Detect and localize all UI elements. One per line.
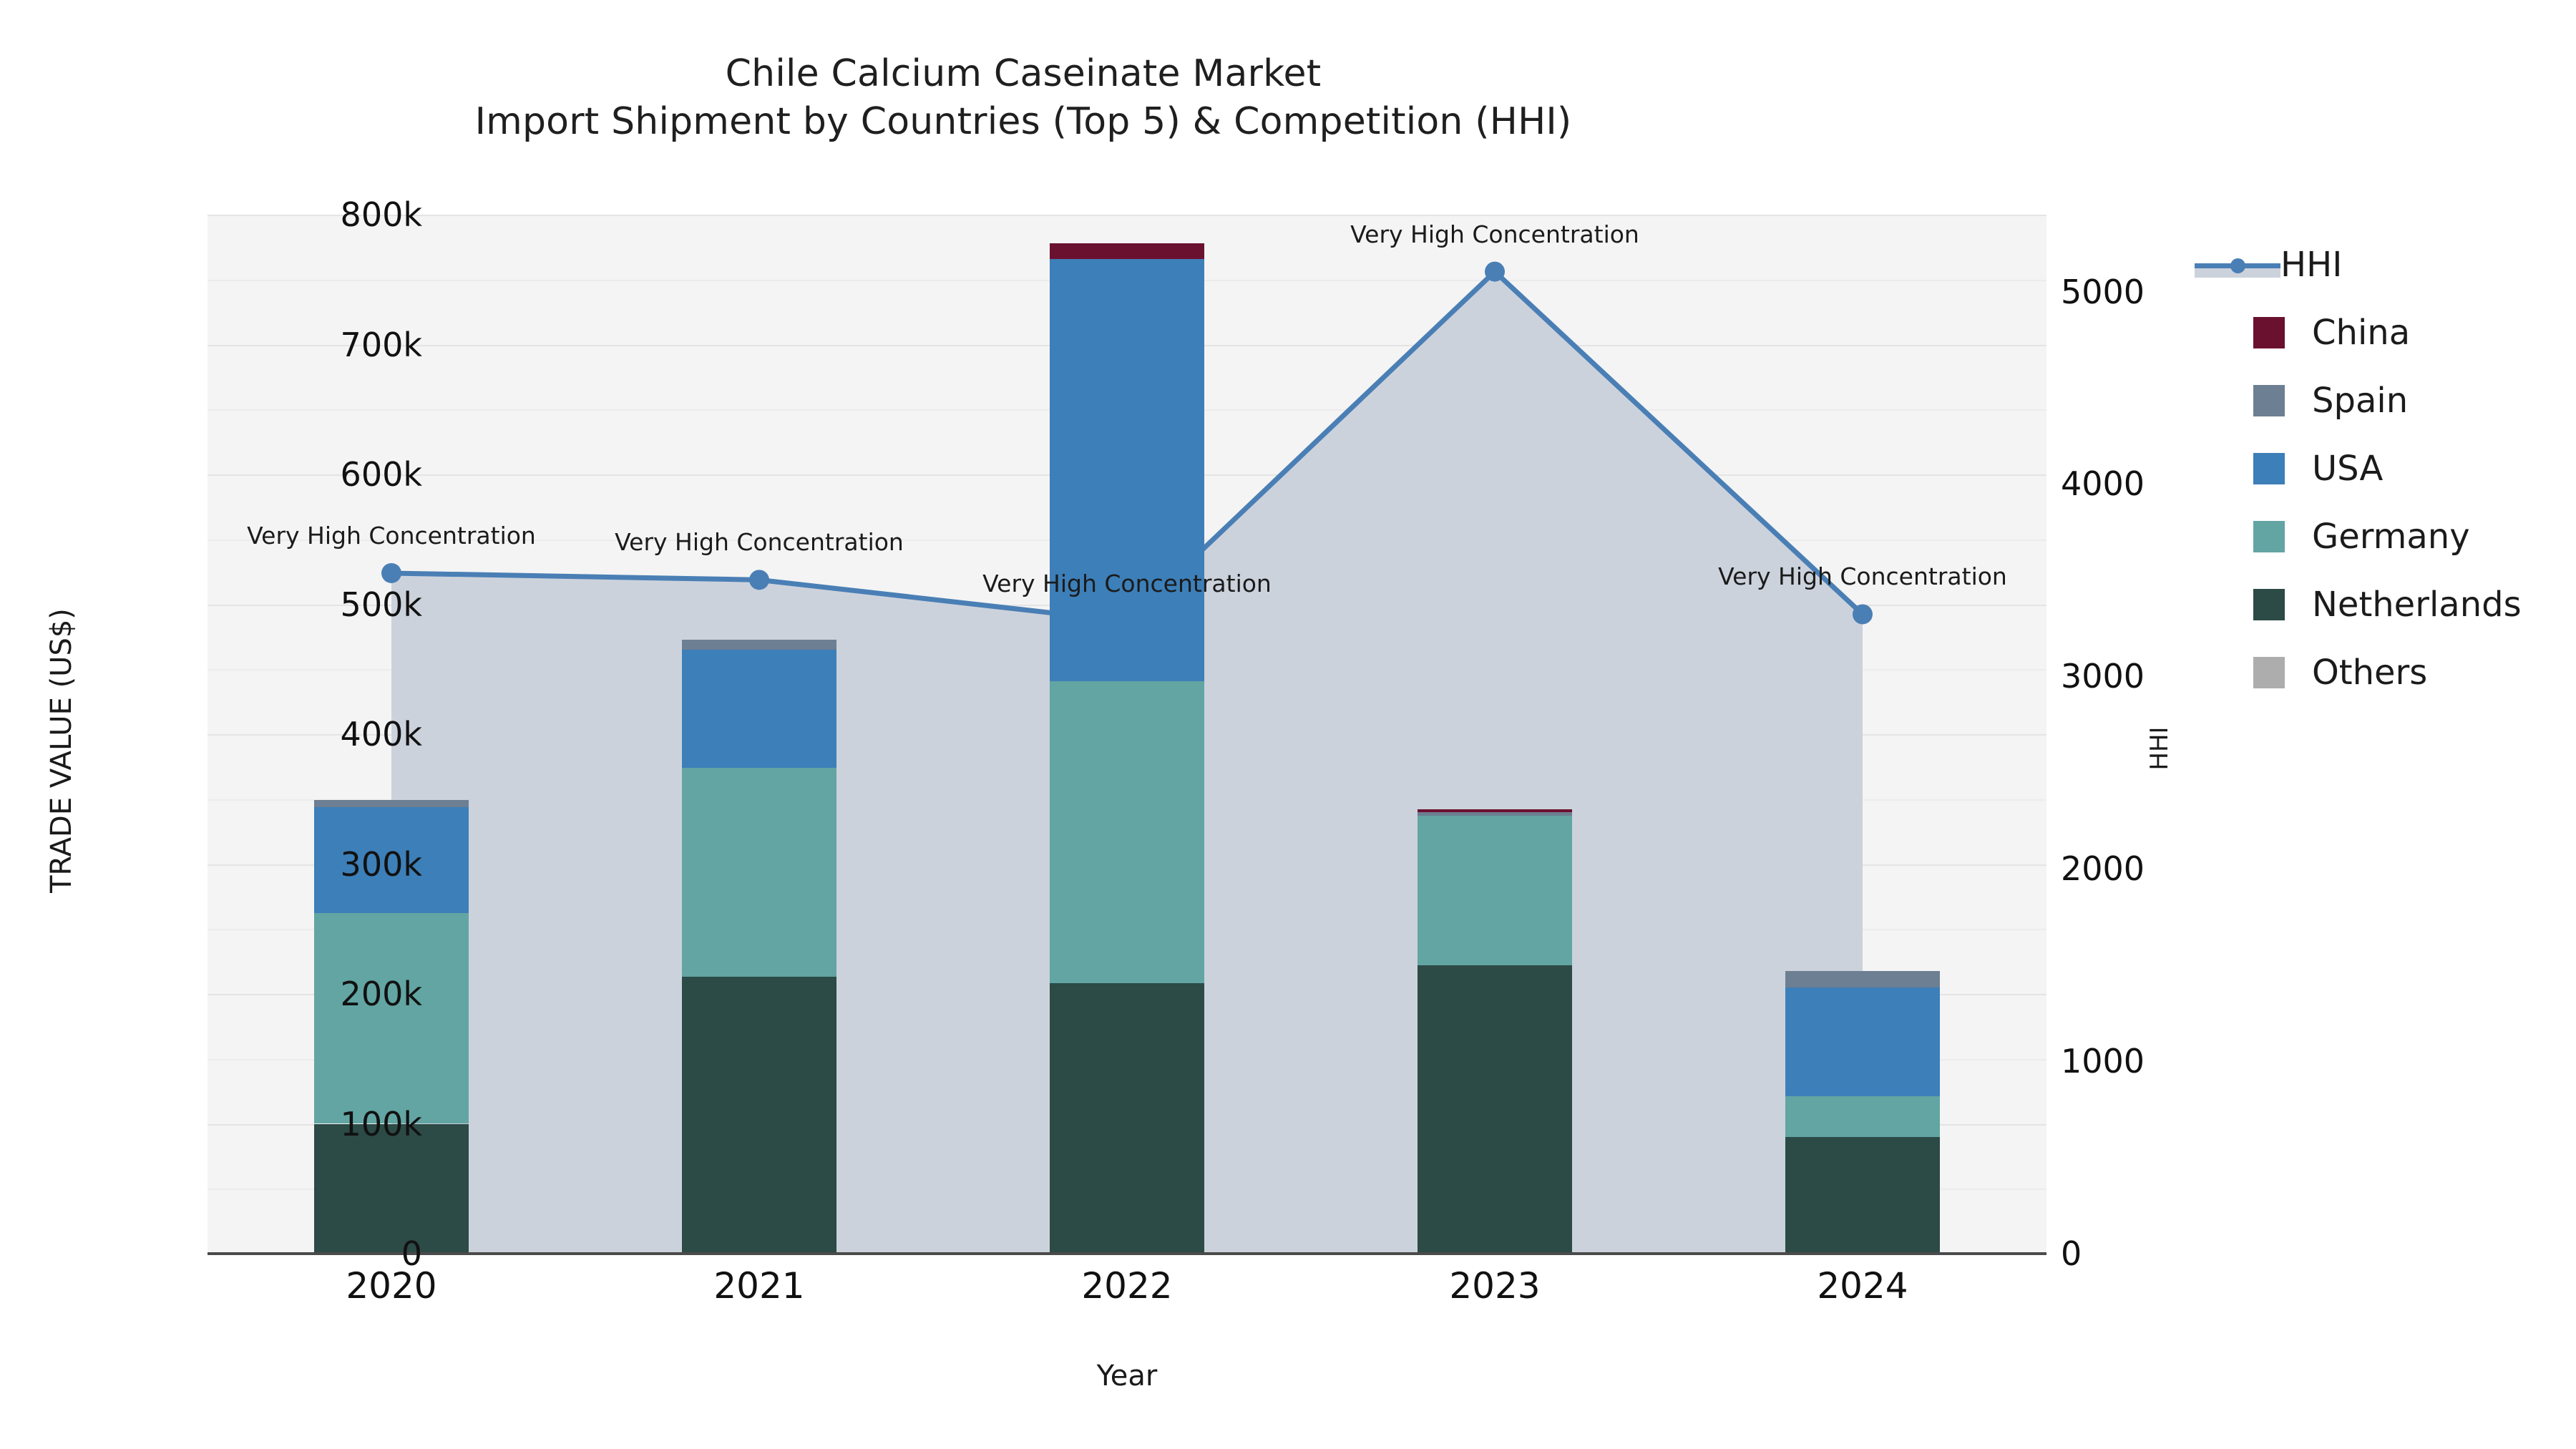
y-axis-right-tick-label: 5000 bbox=[2061, 272, 2145, 311]
hhi-marker bbox=[749, 570, 769, 590]
bar-segment-spain[interactable] bbox=[314, 799, 469, 807]
bar-group[interactable] bbox=[314, 215, 469, 1254]
bar-segment-spain[interactable] bbox=[1785, 971, 1940, 987]
bar-segment-germany[interactable] bbox=[682, 768, 836, 977]
x-axis-tick-label: 2021 bbox=[713, 1265, 805, 1307]
bar-segment-netherlands[interactable] bbox=[682, 977, 836, 1254]
y-axis-right-label: HHI bbox=[2145, 726, 2174, 771]
legend-item-hhi[interactable]: HHI bbox=[2195, 230, 2565, 298]
y-axis-left-tick-label: 800k bbox=[340, 195, 422, 234]
concentration-annotation: Very High Concentration bbox=[982, 570, 1272, 598]
bar-group[interactable] bbox=[1050, 215, 1204, 1254]
legend-item-label: HHI bbox=[2280, 244, 2343, 285]
legend-item-label: Spain bbox=[2312, 380, 2409, 421]
y-axis-right-tick-label: 3000 bbox=[2061, 657, 2145, 696]
bar-segment-netherlands[interactable] bbox=[1785, 1136, 1940, 1254]
legend-item-germany[interactable]: Germany bbox=[2222, 502, 2565, 570]
y-axis-right-tick-label: 4000 bbox=[2061, 464, 2145, 504]
legend-item-label: Netherlands bbox=[2312, 584, 2522, 625]
legend-item-label: China bbox=[2312, 312, 2411, 353]
bar-segment-spain[interactable] bbox=[1418, 811, 1572, 816]
legend-item-label: USA bbox=[2312, 448, 2384, 489]
legend-item-usa[interactable]: USA bbox=[2222, 434, 2565, 502]
legend-line-swatch bbox=[2195, 249, 2280, 280]
legend-item-label: Germany bbox=[2312, 516, 2470, 557]
concentration-annotation: Very High Concentration bbox=[1718, 562, 2007, 591]
legend-item-others[interactable]: Others bbox=[2222, 638, 2565, 706]
legend: HHI China Spain USA Germany Netherlands Others bbox=[2195, 230, 2565, 706]
legend-color-swatch bbox=[2253, 384, 2285, 416]
bar-segment-netherlands[interactable] bbox=[314, 1123, 469, 1254]
legend-color-swatch bbox=[2253, 316, 2285, 348]
bar-group[interactable] bbox=[682, 215, 836, 1254]
y-axis-left-tick-label: 100k bbox=[340, 1104, 422, 1143]
legend-item-netherlands[interactable]: Netherlands bbox=[2222, 570, 2565, 638]
x-axis-tick-label: 2022 bbox=[1081, 1265, 1173, 1307]
bar-segment-spain[interactable] bbox=[682, 640, 836, 650]
y-axis-left-tick-label: 500k bbox=[340, 585, 422, 624]
legend-item-label: Others bbox=[2312, 652, 2428, 693]
bar-segment-usa[interactable] bbox=[682, 650, 836, 769]
y-axis-right-tick-label: 0 bbox=[2061, 1234, 2082, 1273]
page-title: Chile Calcium Caseinate Market bbox=[725, 52, 1322, 95]
y-axis-left-label: TRADE VALUE (US$) bbox=[45, 608, 78, 893]
bar-group[interactable] bbox=[1785, 215, 1940, 1254]
bar-segment-netherlands[interactable] bbox=[1418, 965, 1572, 1254]
bar-segment-netherlands[interactable] bbox=[1050, 983, 1204, 1254]
x-axis-label: Year bbox=[1096, 1360, 1158, 1392]
y-axis-left-tick-label: 400k bbox=[340, 715, 422, 753]
gridline bbox=[208, 215, 2046, 216]
bar-segment-germany[interactable] bbox=[1418, 816, 1572, 966]
bar-segment-germany[interactable] bbox=[314, 913, 469, 1124]
page-subtitle: Import Shipment by Countries (Top 5) & C… bbox=[474, 99, 1572, 143]
bar-segment-germany[interactable] bbox=[1785, 1096, 1940, 1137]
legend-color-swatch bbox=[2253, 656, 2285, 688]
hhi-marker bbox=[381, 562, 401, 583]
legend-item-china[interactable]: China bbox=[2222, 298, 2565, 366]
bar-segment-china[interactable] bbox=[1418, 809, 1572, 812]
bar-segment-usa[interactable] bbox=[1785, 987, 1940, 1097]
chart-title-block: Chile Calcium Caseinate Market Import Sh… bbox=[0, 50, 2046, 145]
y-axis-right-tick-label: 1000 bbox=[2061, 1042, 2145, 1081]
plot-area: Very High Concentration Very High Concent… bbox=[208, 215, 2046, 1255]
bar-group[interactable] bbox=[1418, 215, 1572, 1254]
y-axis-left-tick-label: 700k bbox=[340, 325, 422, 364]
bar-segment-china[interactable] bbox=[1050, 243, 1204, 259]
legend-item-spain[interactable]: Spain bbox=[2222, 366, 2565, 434]
x-axis-tick-label: 2020 bbox=[346, 1265, 437, 1307]
hhi-marker bbox=[1853, 604, 1873, 625]
concentration-annotation: Very High Concentration bbox=[1350, 220, 1639, 248]
y-axis-left-tick-label: 300k bbox=[340, 844, 422, 884]
legend-color-swatch bbox=[2253, 520, 2285, 552]
legend-color-swatch bbox=[2253, 452, 2285, 484]
bar-segment-germany[interactable] bbox=[1050, 680, 1204, 984]
bar-segment-usa[interactable] bbox=[314, 806, 469, 914]
concentration-annotation: Very High Concentration bbox=[615, 528, 904, 557]
x-axis-line bbox=[208, 1252, 2046, 1255]
y-axis-left-tick-label: 200k bbox=[340, 975, 422, 1013]
bar-segment-usa[interactable] bbox=[1050, 258, 1204, 681]
legend-color-swatch bbox=[2253, 588, 2285, 620]
y-axis-left-tick-label: 600k bbox=[340, 455, 422, 494]
x-axis-tick-label: 2024 bbox=[1817, 1265, 1908, 1307]
concentration-annotation: Very High Concentration bbox=[247, 521, 536, 550]
y-axis-right-tick-label: 2000 bbox=[2061, 849, 2145, 889]
y-axis-left-tick-label: 0 bbox=[401, 1234, 422, 1273]
hhi-marker bbox=[1485, 261, 1505, 282]
x-axis-tick-label: 2023 bbox=[1449, 1265, 1541, 1307]
